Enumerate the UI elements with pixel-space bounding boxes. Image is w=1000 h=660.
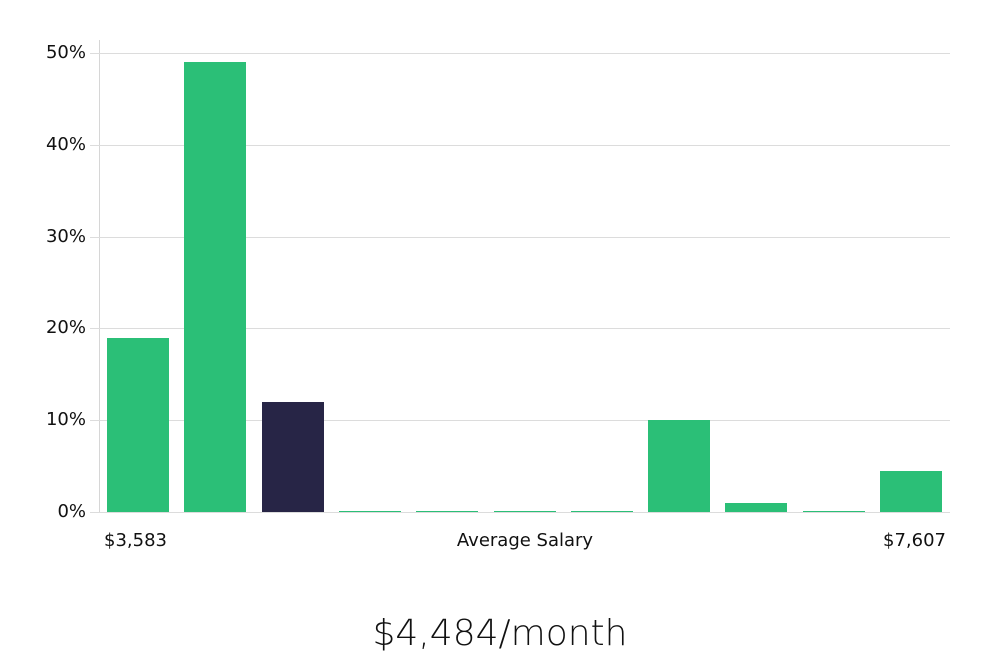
bar [494,510,556,512]
x-axis-max-label: $7,607 [883,530,946,551]
y-tick-label: 0% [57,501,86,522]
y-tick-label: 20% [45,317,86,338]
bar [803,510,865,512]
gridline [90,420,950,421]
bar [339,510,401,512]
bar [107,337,169,512]
bar-highlight [262,401,324,512]
x-axis-min-label: $3,583 [104,530,167,551]
y-axis-line [99,40,100,513]
gridline [90,328,950,329]
gridline [90,145,950,146]
bar [571,510,633,512]
gridline [90,237,950,238]
y-tick-label: 30% [45,226,86,247]
bar [725,502,787,512]
y-tick-label: 10% [45,409,86,430]
average-salary-summary: $4,484/month [372,613,628,654]
bar [648,420,710,512]
bar [416,510,478,512]
gridline [90,512,950,513]
x-axis-title: Average Salary [456,530,594,551]
y-tick-label: 40% [45,134,86,155]
bar [184,62,246,512]
gridline [90,53,950,54]
bar [880,470,942,512]
y-tick-label: 50% [45,42,86,63]
